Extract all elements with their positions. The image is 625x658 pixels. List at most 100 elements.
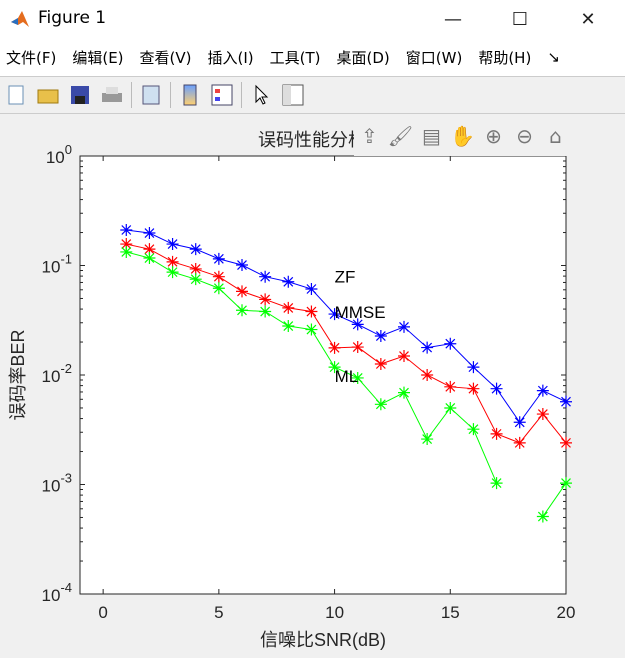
property-editor-icon[interactable]	[281, 83, 305, 107]
data-point-zf	[467, 361, 480, 374]
menu-insert[interactable]: 插入(I)	[207, 48, 254, 67]
data-point-ml	[120, 245, 133, 258]
data-point-zf	[513, 416, 526, 429]
menu-file[interactable]: 文件(F)	[6, 48, 57, 67]
data-point-ml	[282, 320, 295, 333]
menu-view[interactable]: 查看(V)	[139, 48, 192, 67]
data-point-mmse	[328, 341, 341, 354]
data-point-zf	[282, 275, 295, 288]
toolbar-separator	[241, 82, 242, 108]
annotation-ml: ML	[335, 367, 359, 386]
zoom-out-icon[interactable]: ⊖	[516, 124, 533, 148]
annotation-zf: ZF	[335, 268, 356, 287]
menu-bar: 文件(F) 编辑(E) 查看(V) 插入(I) 工具(T) 桌面(D) 窗口(W…	[0, 40, 625, 74]
menu-edit[interactable]: 编辑(E)	[72, 48, 124, 67]
data-point-zf	[259, 270, 272, 283]
data-point-ml	[444, 401, 457, 414]
menu-desktop[interactable]: 桌面(D)	[336, 48, 390, 67]
x-tick-label: 20	[557, 603, 576, 622]
open-icon[interactable]	[36, 83, 60, 107]
data-point-zf	[351, 318, 364, 331]
data-point-mmse	[490, 427, 503, 440]
y-tick-label: 10-1	[42, 252, 72, 277]
toolbar-separator	[170, 82, 171, 108]
data-point-ml	[560, 477, 572, 490]
chart-title: 误码性能分析	[258, 130, 366, 150]
maximize-button[interactable]: ☐	[511, 8, 529, 30]
x-tick-label: 5	[214, 603, 223, 622]
data-point-ml	[328, 361, 341, 374]
x-tick-label: 15	[441, 603, 460, 622]
data-point-mmse	[212, 270, 225, 283]
toolbar-separator	[131, 82, 132, 108]
menu-overflow-icon[interactable]: ↘	[547, 48, 560, 66]
data-point-zf	[189, 243, 202, 256]
data-point-mmse	[282, 301, 295, 314]
data-point-zf	[328, 308, 341, 321]
annotation-mmse: MMSE	[335, 303, 386, 322]
data-point-ml	[166, 266, 179, 279]
data-point-mmse	[467, 382, 480, 395]
axes-toolbar: ⇪ 🖌 ▤ ✋ ⊕ ⊖ ⌂	[356, 124, 569, 148]
pan-icon[interactable]: ✋	[450, 124, 475, 148]
plot-area	[79, 155, 567, 595]
window-title: Figure 1	[38, 8, 107, 28]
y-tick-label: 100	[46, 142, 72, 167]
y-axis-label: 误码率BER	[8, 329, 28, 420]
data-point-zf	[398, 320, 410, 333]
data-point-zf	[166, 238, 179, 251]
zoom-in-icon[interactable]: ⊕	[485, 124, 502, 148]
data-point-ml	[189, 273, 202, 286]
data-point-ml	[467, 423, 480, 436]
data-point-mmse	[421, 369, 434, 381]
data-point-ml	[212, 282, 225, 295]
colorbar-icon[interactable]	[178, 83, 202, 107]
data-point-ml	[236, 304, 248, 317]
data-point-zf	[444, 337, 457, 350]
data-point-mmse	[189, 262, 202, 275]
print-icon[interactable]	[100, 83, 124, 107]
data-point-zf	[374, 330, 387, 343]
data-point-mmse	[536, 408, 549, 421]
legend-icon[interactable]	[210, 83, 234, 107]
data-point-ml	[398, 386, 410, 399]
pointer-icon[interactable]	[249, 83, 273, 107]
axes-toolbar-background	[354, 124, 569, 156]
menu-help[interactable]: 帮助(H)	[478, 48, 532, 67]
brush-icon[interactable]: 🖌	[387, 124, 414, 148]
data-point-zf	[143, 227, 156, 240]
new-figure-icon[interactable]	[4, 83, 28, 107]
data-point-zf	[305, 283, 318, 296]
data-point-ml	[421, 433, 434, 446]
series-line-mmse	[126, 243, 567, 444]
data-tip-icon[interactable]: ▤	[422, 124, 441, 148]
link-icon[interactable]	[139, 83, 163, 107]
y-tick-label: 10-3	[42, 471, 72, 496]
data-point-mmse	[560, 436, 572, 449]
x-tick-label: 10	[325, 603, 344, 622]
minimize-button[interactable]: —	[444, 8, 462, 30]
title-bar: Figure 1 — ☐ ✕	[0, 0, 625, 38]
x-tick-label: 0	[98, 603, 107, 622]
data-point-zf	[421, 341, 434, 354]
data-point-mmse	[444, 380, 457, 393]
matlab-logo-icon	[11, 11, 29, 27]
data-point-zf	[536, 384, 549, 397]
y-tick-label: 10-2	[42, 361, 72, 386]
data-point-mmse	[143, 243, 156, 256]
data-point-zf	[120, 223, 133, 236]
save-icon[interactable]	[68, 83, 92, 107]
close-button[interactable]: ✕	[580, 8, 596, 30]
data-point-mmse	[351, 341, 364, 354]
export-icon[interactable]: ⇪	[361, 124, 378, 148]
data-point-ml	[143, 252, 156, 265]
menu-window[interactable]: 窗口(W)	[405, 48, 463, 67]
data-point-mmse	[120, 238, 133, 251]
x-axis-label: 信噪比SNR(dB)	[260, 630, 386, 650]
home-icon[interactable]: ⌂	[549, 124, 562, 148]
data-point-ml	[351, 371, 364, 384]
data-point-ml	[305, 323, 318, 336]
menu-tools[interactable]: 工具(T)	[269, 48, 321, 67]
data-point-ml	[490, 477, 503, 490]
